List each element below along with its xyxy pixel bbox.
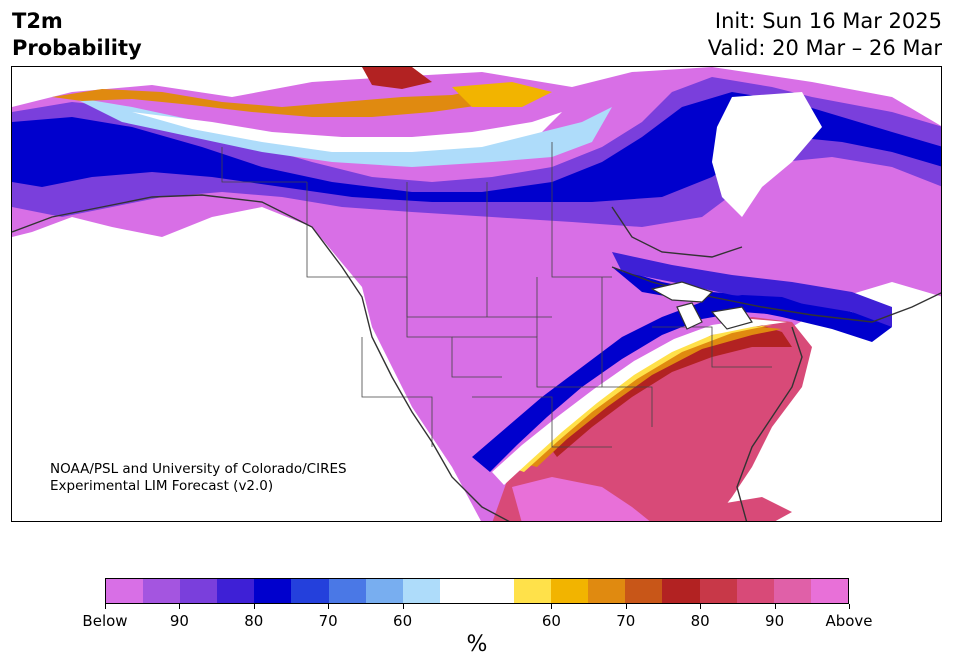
colorbar-tick	[402, 604, 404, 609]
colorbar-segment	[699, 579, 737, 603]
colorbar-segment	[736, 579, 774, 603]
valid-range: Valid: 20 Mar – 26 Mar	[707, 36, 942, 60]
colorbar-segment	[662, 579, 700, 603]
colorbar-segment	[625, 579, 663, 603]
colorbar-tick	[625, 604, 627, 609]
colorbar-tick	[105, 604, 106, 609]
colorbar-segment	[773, 579, 811, 603]
colorbar-segment	[514, 579, 552, 603]
colorbar-unit: %	[466, 632, 488, 657]
near-normal-north-core	[132, 112, 562, 152]
chart-title: T2m Probability	[12, 8, 142, 62]
band-above-arctic-strong	[362, 67, 432, 89]
colorbar-tick-label: 80	[690, 612, 710, 630]
colorbar-tick	[849, 604, 850, 609]
colorbar-segment	[476, 579, 515, 603]
colorbar-tick-label: Below	[82, 612, 128, 630]
colorbar-tick-label: 90	[169, 612, 189, 630]
colorbar-tick-label: Above	[825, 612, 873, 630]
colorbar-segment	[402, 579, 440, 603]
colorbar-segment	[810, 579, 848, 603]
band-below-transition	[472, 295, 812, 472]
credit-line-2: Experimental LIM Forecast (v2.0)	[50, 478, 274, 494]
colorbar-tick-label: 80	[244, 612, 264, 630]
colorbar-tick	[551, 604, 553, 609]
band-above-arctic	[52, 87, 492, 117]
colorbar-tick-label: 70	[616, 612, 636, 630]
colorbar-tick	[328, 604, 330, 609]
colorbar-segment	[180, 579, 218, 603]
colorbar-tick-label: 90	[765, 612, 785, 630]
colorbar-tick	[774, 604, 776, 609]
init-date: Init: Sun 16 Mar 2025	[714, 9, 942, 33]
chart-dates: Init: Sun 16 Mar 2025 Valid: 20 Mar – 26…	[708, 8, 942, 62]
colorbar-segment	[551, 579, 589, 603]
great-lakes	[650, 281, 753, 330]
band-near-normal-transition	[492, 319, 787, 485]
map-svg	[12, 67, 941, 521]
colorbar-tick-label: 70	[318, 612, 338, 630]
colorbar-tick	[253, 604, 255, 609]
colorbar-segment	[106, 579, 144, 603]
boundaries	[221, 142, 772, 448]
title-product: Probability	[12, 36, 142, 60]
colorbar-tick	[700, 604, 702, 609]
colorbar-tick-label: 60	[393, 612, 413, 630]
band-above-southeast-yellow	[510, 325, 772, 472]
band-near-normal-north	[72, 97, 612, 167]
title-variable: T2m	[12, 9, 63, 33]
credit-line-1: NOAA/PSL and University of Colorado/CIRE…	[50, 461, 347, 477]
colorbar-segment	[439, 579, 477, 603]
colorbar-segment	[217, 579, 255, 603]
map-credit: NOAA/PSL and University of Colorado/CIRE…	[50, 461, 347, 495]
colorbar-segment	[291, 579, 329, 603]
greenland-white	[712, 92, 822, 217]
band-above-max-mexico	[512, 477, 650, 521]
colorbar	[105, 578, 849, 604]
probability-map: NOAA/PSL and University of Colorado/CIRE…	[11, 66, 942, 522]
band-above-arctic-yellow	[452, 82, 552, 107]
band-below-deep-north	[12, 92, 941, 202]
colorbar-tick	[179, 604, 181, 609]
colorbar-tick-label: 60	[541, 612, 561, 630]
colorbar-segment	[328, 579, 366, 603]
colorbar-segment	[588, 579, 626, 603]
colorbar-segment	[365, 579, 403, 603]
band-above-caribbean	[702, 497, 792, 521]
band-below-east-light	[612, 252, 892, 327]
colorbar-segment	[143, 579, 181, 603]
coastlines	[12, 194, 941, 521]
colorbar-segment	[254, 579, 292, 603]
